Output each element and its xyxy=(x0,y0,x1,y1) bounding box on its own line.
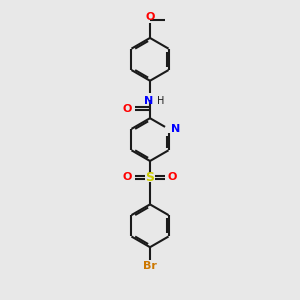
Text: Br: Br xyxy=(143,261,157,271)
Text: O: O xyxy=(123,104,132,114)
Text: N: N xyxy=(144,96,153,106)
Text: O: O xyxy=(168,172,177,182)
Text: O: O xyxy=(123,172,132,182)
Text: N: N xyxy=(171,124,180,134)
Text: O: O xyxy=(145,12,155,22)
Text: H: H xyxy=(158,96,165,106)
Text: S: S xyxy=(146,171,154,184)
